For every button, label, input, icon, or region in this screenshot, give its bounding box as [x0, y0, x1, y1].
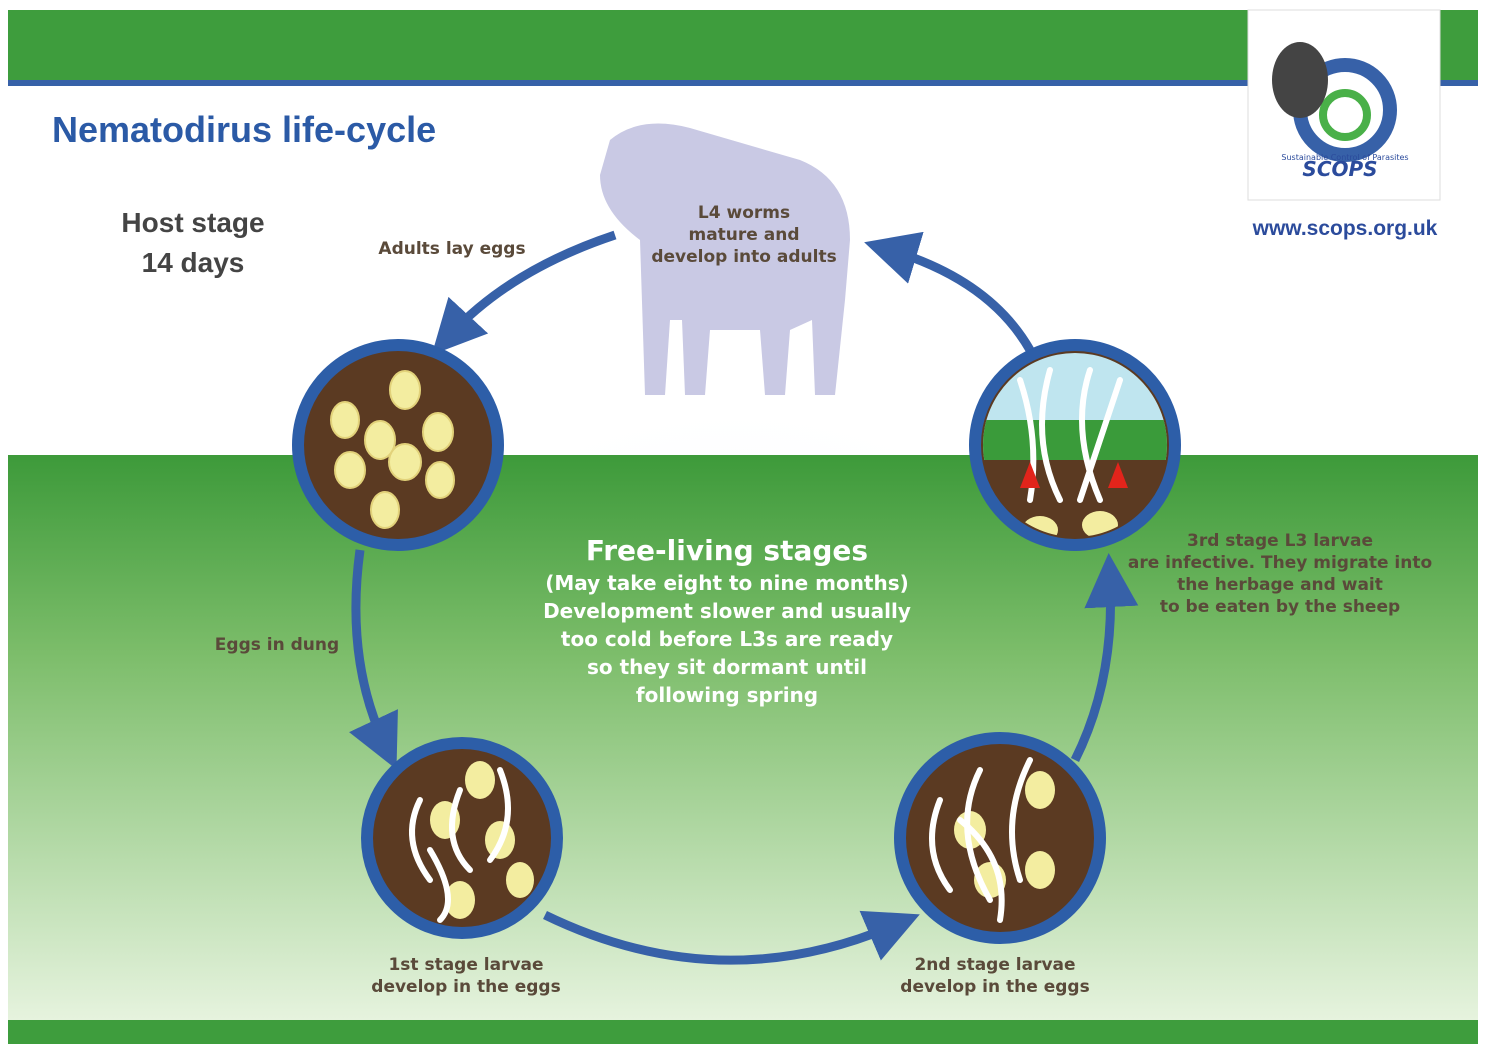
node-label: to be eaten by the sheep	[1160, 597, 1400, 617]
node-label: develop in the eggs	[371, 977, 560, 997]
node-label: develop in the eggs	[900, 977, 1089, 997]
host-stage: Host stage	[121, 207, 264, 238]
logo: SCOPS Sustainable Control of Parasites	[1248, 10, 1440, 200]
node-label: L4 worms	[698, 203, 790, 223]
node-label: the herbage and wait	[1177, 575, 1383, 595]
node-label: develop into adults	[651, 247, 836, 267]
free-living-line: (May take eight to nine months)	[545, 571, 909, 595]
title: Nematodirus life-cycle	[52, 109, 436, 150]
free-living-line: so they sit dormant until	[587, 655, 867, 679]
free-living-line: too cold before L3s are ready	[561, 627, 893, 651]
free-living-line: Development slower and usually	[543, 599, 911, 623]
free-living-title: Free-living stages	[586, 534, 868, 567]
node-label: 1st stage larvae	[388, 955, 543, 975]
bottom-band	[8, 1020, 1478, 1044]
website: www.scops.org.uk	[1252, 217, 1438, 240]
page: SCOPS Sustainable Control of Parasites w…	[0, 0, 1485, 1044]
node-label: 3rd stage L3 larvae	[1187, 531, 1373, 551]
node-label: 2nd stage larvae	[914, 955, 1075, 975]
free-living-line: following spring	[636, 683, 818, 707]
node-label: Adults lay eggs	[378, 239, 525, 259]
node-label: Eggs in dung	[215, 635, 339, 655]
node-label: mature and	[689, 225, 800, 245]
node-label: are infective. They migrate into	[1128, 553, 1432, 573]
diagram: SCOPS Sustainable Control of Parasites w…	[0, 0, 1485, 1044]
host-duration: 14 days	[142, 247, 245, 278]
logo-tagline: Sustainable Control of Parasites	[1281, 153, 1408, 162]
